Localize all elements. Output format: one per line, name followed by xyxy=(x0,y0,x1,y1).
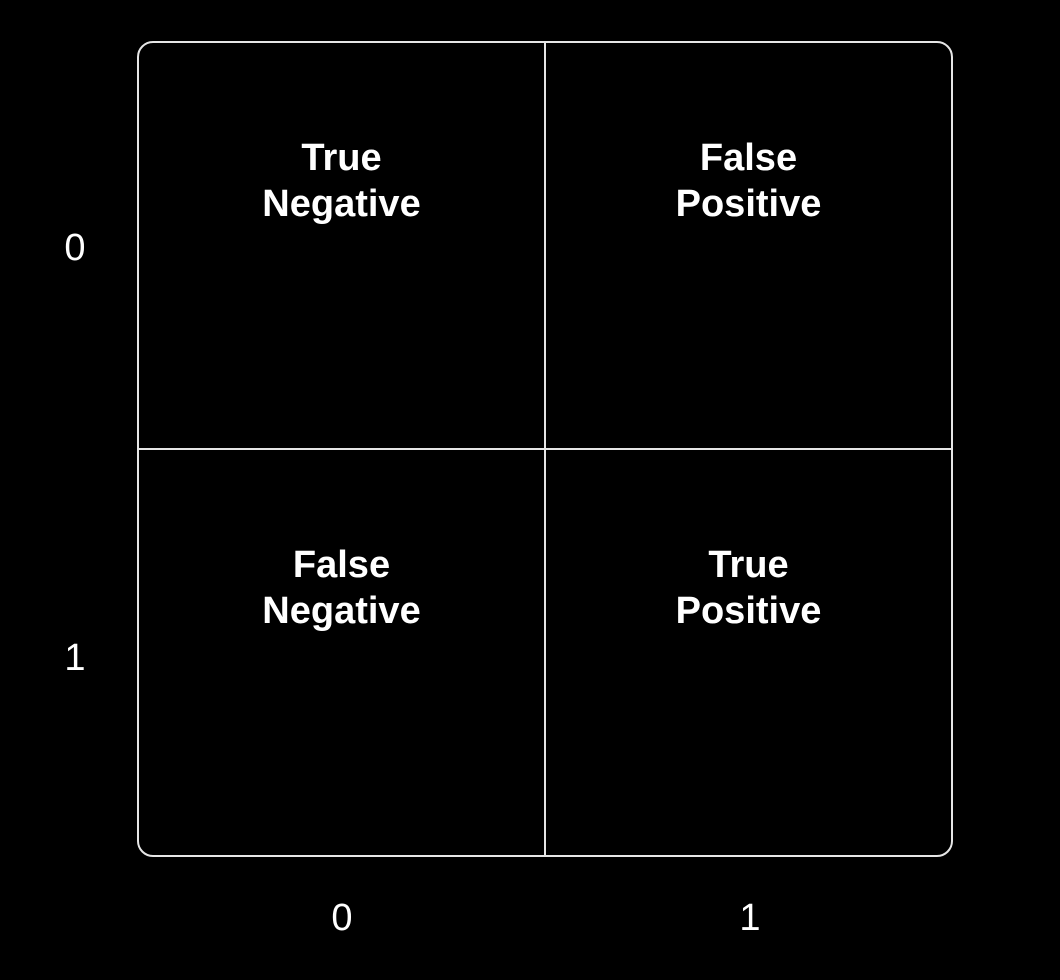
cell-false-negative: False Negative xyxy=(139,449,545,855)
cell-true-negative: True Negative xyxy=(139,43,545,449)
confusion-matrix-grid: True Negative False Positive False Negat… xyxy=(137,41,953,857)
cell-false-positive: False Positive xyxy=(545,43,951,449)
cell-label-line2: Positive xyxy=(675,182,822,225)
cell-label-line1: True xyxy=(708,543,789,586)
cell-label-line2: Positive xyxy=(675,589,822,632)
cell-label-line2: Negative xyxy=(262,589,421,632)
cell-label: True Positive xyxy=(676,542,822,634)
cell-label: True Negative xyxy=(262,135,420,227)
column-label-0: 0 xyxy=(331,897,353,939)
cell-label: False Positive xyxy=(676,135,822,227)
row-label-1: 1 xyxy=(64,637,86,679)
cell-label-line2: Negative xyxy=(262,182,421,225)
cell-label: False Negative xyxy=(262,542,420,634)
cell-label-line1: False xyxy=(292,543,391,586)
row-label-0: 0 xyxy=(64,227,86,269)
cell-label-line1: False xyxy=(699,136,798,179)
cell-true-positive: True Positive xyxy=(545,449,951,855)
cell-label-line1: True xyxy=(301,136,382,179)
column-label-1: 1 xyxy=(739,897,761,939)
